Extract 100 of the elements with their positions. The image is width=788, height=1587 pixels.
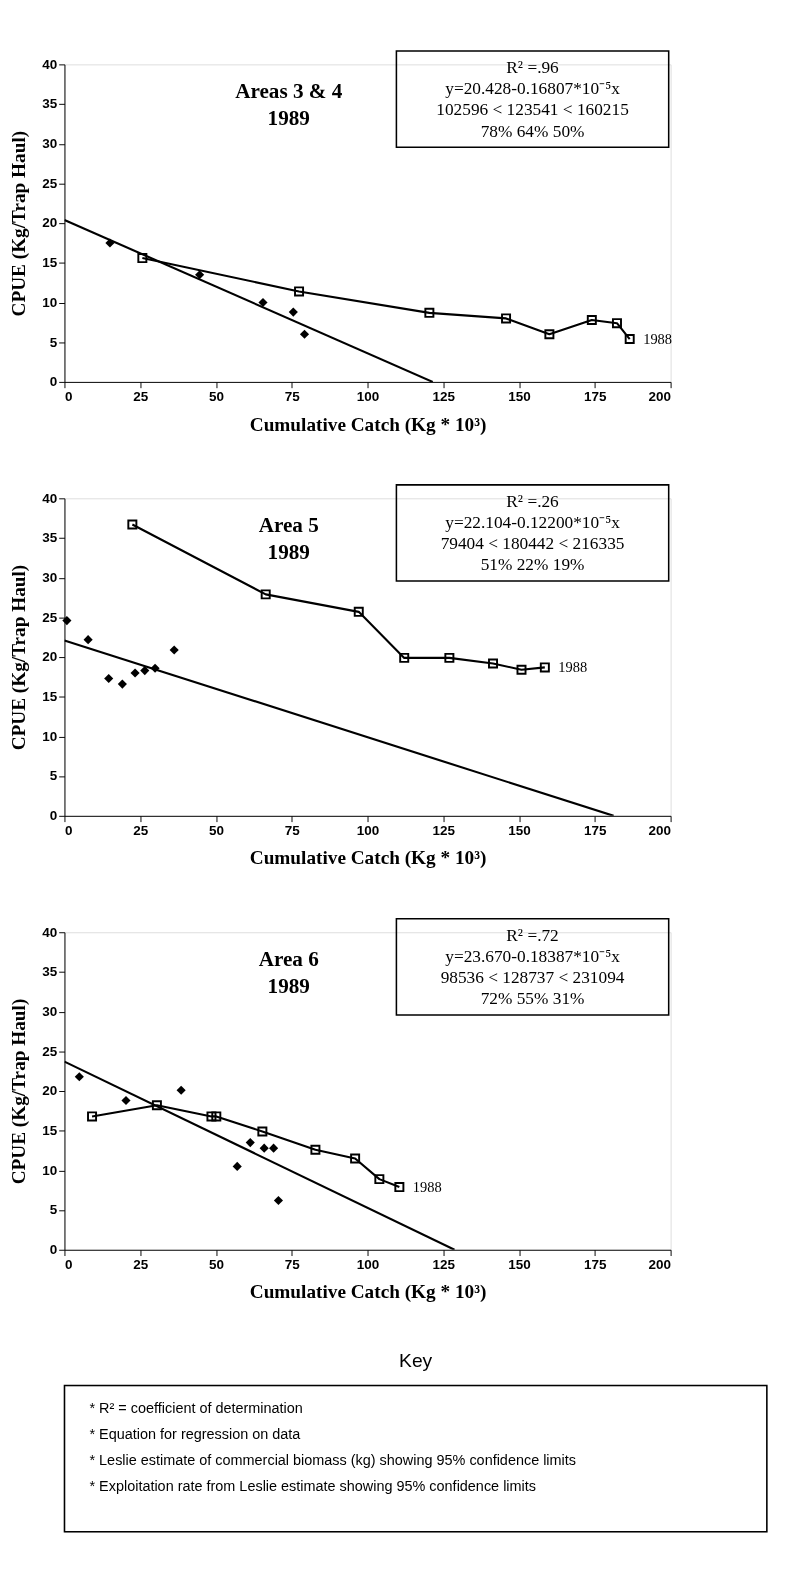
annotation: 79404 < 180442 < 216335 [440,534,625,554]
x-tick-label: 100 [356,822,380,838]
x-tick-label: 200 [648,822,672,838]
x-tick-label: 200 [648,388,672,404]
point [299,329,310,339]
y-tick-label: 10 [42,1162,58,1178]
point [611,318,622,329]
legend-label: 1988 [558,659,588,676]
text: * R² = coefficient of determination [89,1400,303,1417]
text: * Leslie estimate of commercial biomass (kg) showing 95% confidence limits [89,1452,577,1469]
x-tick-label: 150 [508,1256,531,1272]
x-tick-label: 150 [508,388,531,404]
point [488,658,498,669]
y-tick-label: 35 [42,96,58,112]
text: 1989 [267,973,310,998]
point [288,307,298,317]
point [104,673,114,684]
y-tick-label: 20 [42,649,58,665]
point [258,297,268,308]
x-tick-label: 25 [133,388,149,404]
annotation: y=20.428-0.16807*10⁻⁵x [445,79,621,99]
x-tick-label: 0 [64,1256,73,1272]
y-tick-label: 5 [49,334,58,350]
y-tick-label: 30 [42,136,58,152]
y-tick-label: 20 [42,215,58,231]
annotation: R² =.96 [506,58,560,78]
text: 1989 [267,106,310,131]
x-tick-label: 25 [133,822,149,838]
text: 1988 [643,330,673,347]
point [273,1196,283,1206]
point [195,270,205,280]
point [624,334,635,345]
annotation: R² =.26 [506,492,560,511]
y-tick-label: 5 [49,1202,58,1218]
annotation: 98536 < 128737 < 231094 [440,968,625,988]
x-tick-label: 25 [133,1256,149,1272]
x-tick-label: 50 [208,1256,224,1272]
y-tick-label: 5 [49,768,58,784]
y-axis-title: CPUE (Kg/Trap Haul) [7,564,30,751]
point [310,1144,321,1155]
point [206,1111,217,1122]
x-tick-label: 125 [432,388,456,404]
x-tick-label: 75 [284,388,301,404]
annotation: R² =.72 [506,925,559,945]
legend-label: 1988 [412,1178,442,1195]
x-tick-label: 175 [584,388,608,404]
point [516,664,527,675]
text: Areas 3 & 4 [235,79,343,104]
y-tick-label: 40 [42,490,58,506]
point [151,1100,162,1111]
point [501,313,512,324]
x-axis-title: Cumulative Catch (Kg * 10³) [249,1281,487,1304]
point [137,253,148,264]
point [83,635,93,645]
x-tick-label: 50 [208,388,224,404]
point [140,666,150,676]
y-tick-label: 20 [42,1083,58,1099]
y-tick-label: 0 [49,808,58,824]
x-tick-label: 75 [284,1256,301,1272]
y-tick-label: 10 [42,294,58,310]
x-tick-label: 0 [64,388,73,404]
point [269,1143,279,1153]
x-tick-label: 175 [584,1256,608,1272]
text: Key [399,1350,433,1372]
y-tick-label: 15 [42,1123,58,1139]
text: Area 6 [258,946,319,971]
x-tick-label: 100 [356,1256,380,1272]
y-tick-label: 10 [42,728,58,744]
text: 1989 [267,539,310,564]
point [353,606,364,617]
point [176,1085,186,1095]
x-axis-title: Cumulative Catch (Kg * 10³) [249,847,487,870]
y-tick-label: 30 [42,570,58,586]
x-tick-label: 125 [432,822,456,838]
point [169,645,179,655]
point [211,1111,222,1122]
point [245,1138,255,1148]
y-tick-label: 25 [42,609,58,625]
point [117,679,127,689]
y-tick-label: 0 [49,1242,58,1258]
y-tick-label: 25 [42,1043,58,1059]
point [259,1143,269,1153]
annotation: 102596 < 123541 < 160215 [436,100,629,120]
point [127,519,138,530]
y-tick-label: 40 [42,924,58,940]
point [586,315,597,325]
x-tick-label: 75 [284,822,301,838]
point [544,329,555,340]
text: Area 5 [258,513,319,538]
point [62,616,72,626]
point [232,1161,242,1171]
annotation: y=22.104-0.12200*10⁻⁵x [445,513,621,533]
point [257,1126,268,1137]
point [294,286,305,297]
point [130,668,140,678]
point [74,1072,84,1082]
y-tick-label: 40 [42,56,58,72]
y-axis-title: CPUE (Kg/Trap Haul) [7,130,30,317]
y-tick-label: 15 [42,689,58,705]
y-tick-label: 35 [42,530,58,546]
